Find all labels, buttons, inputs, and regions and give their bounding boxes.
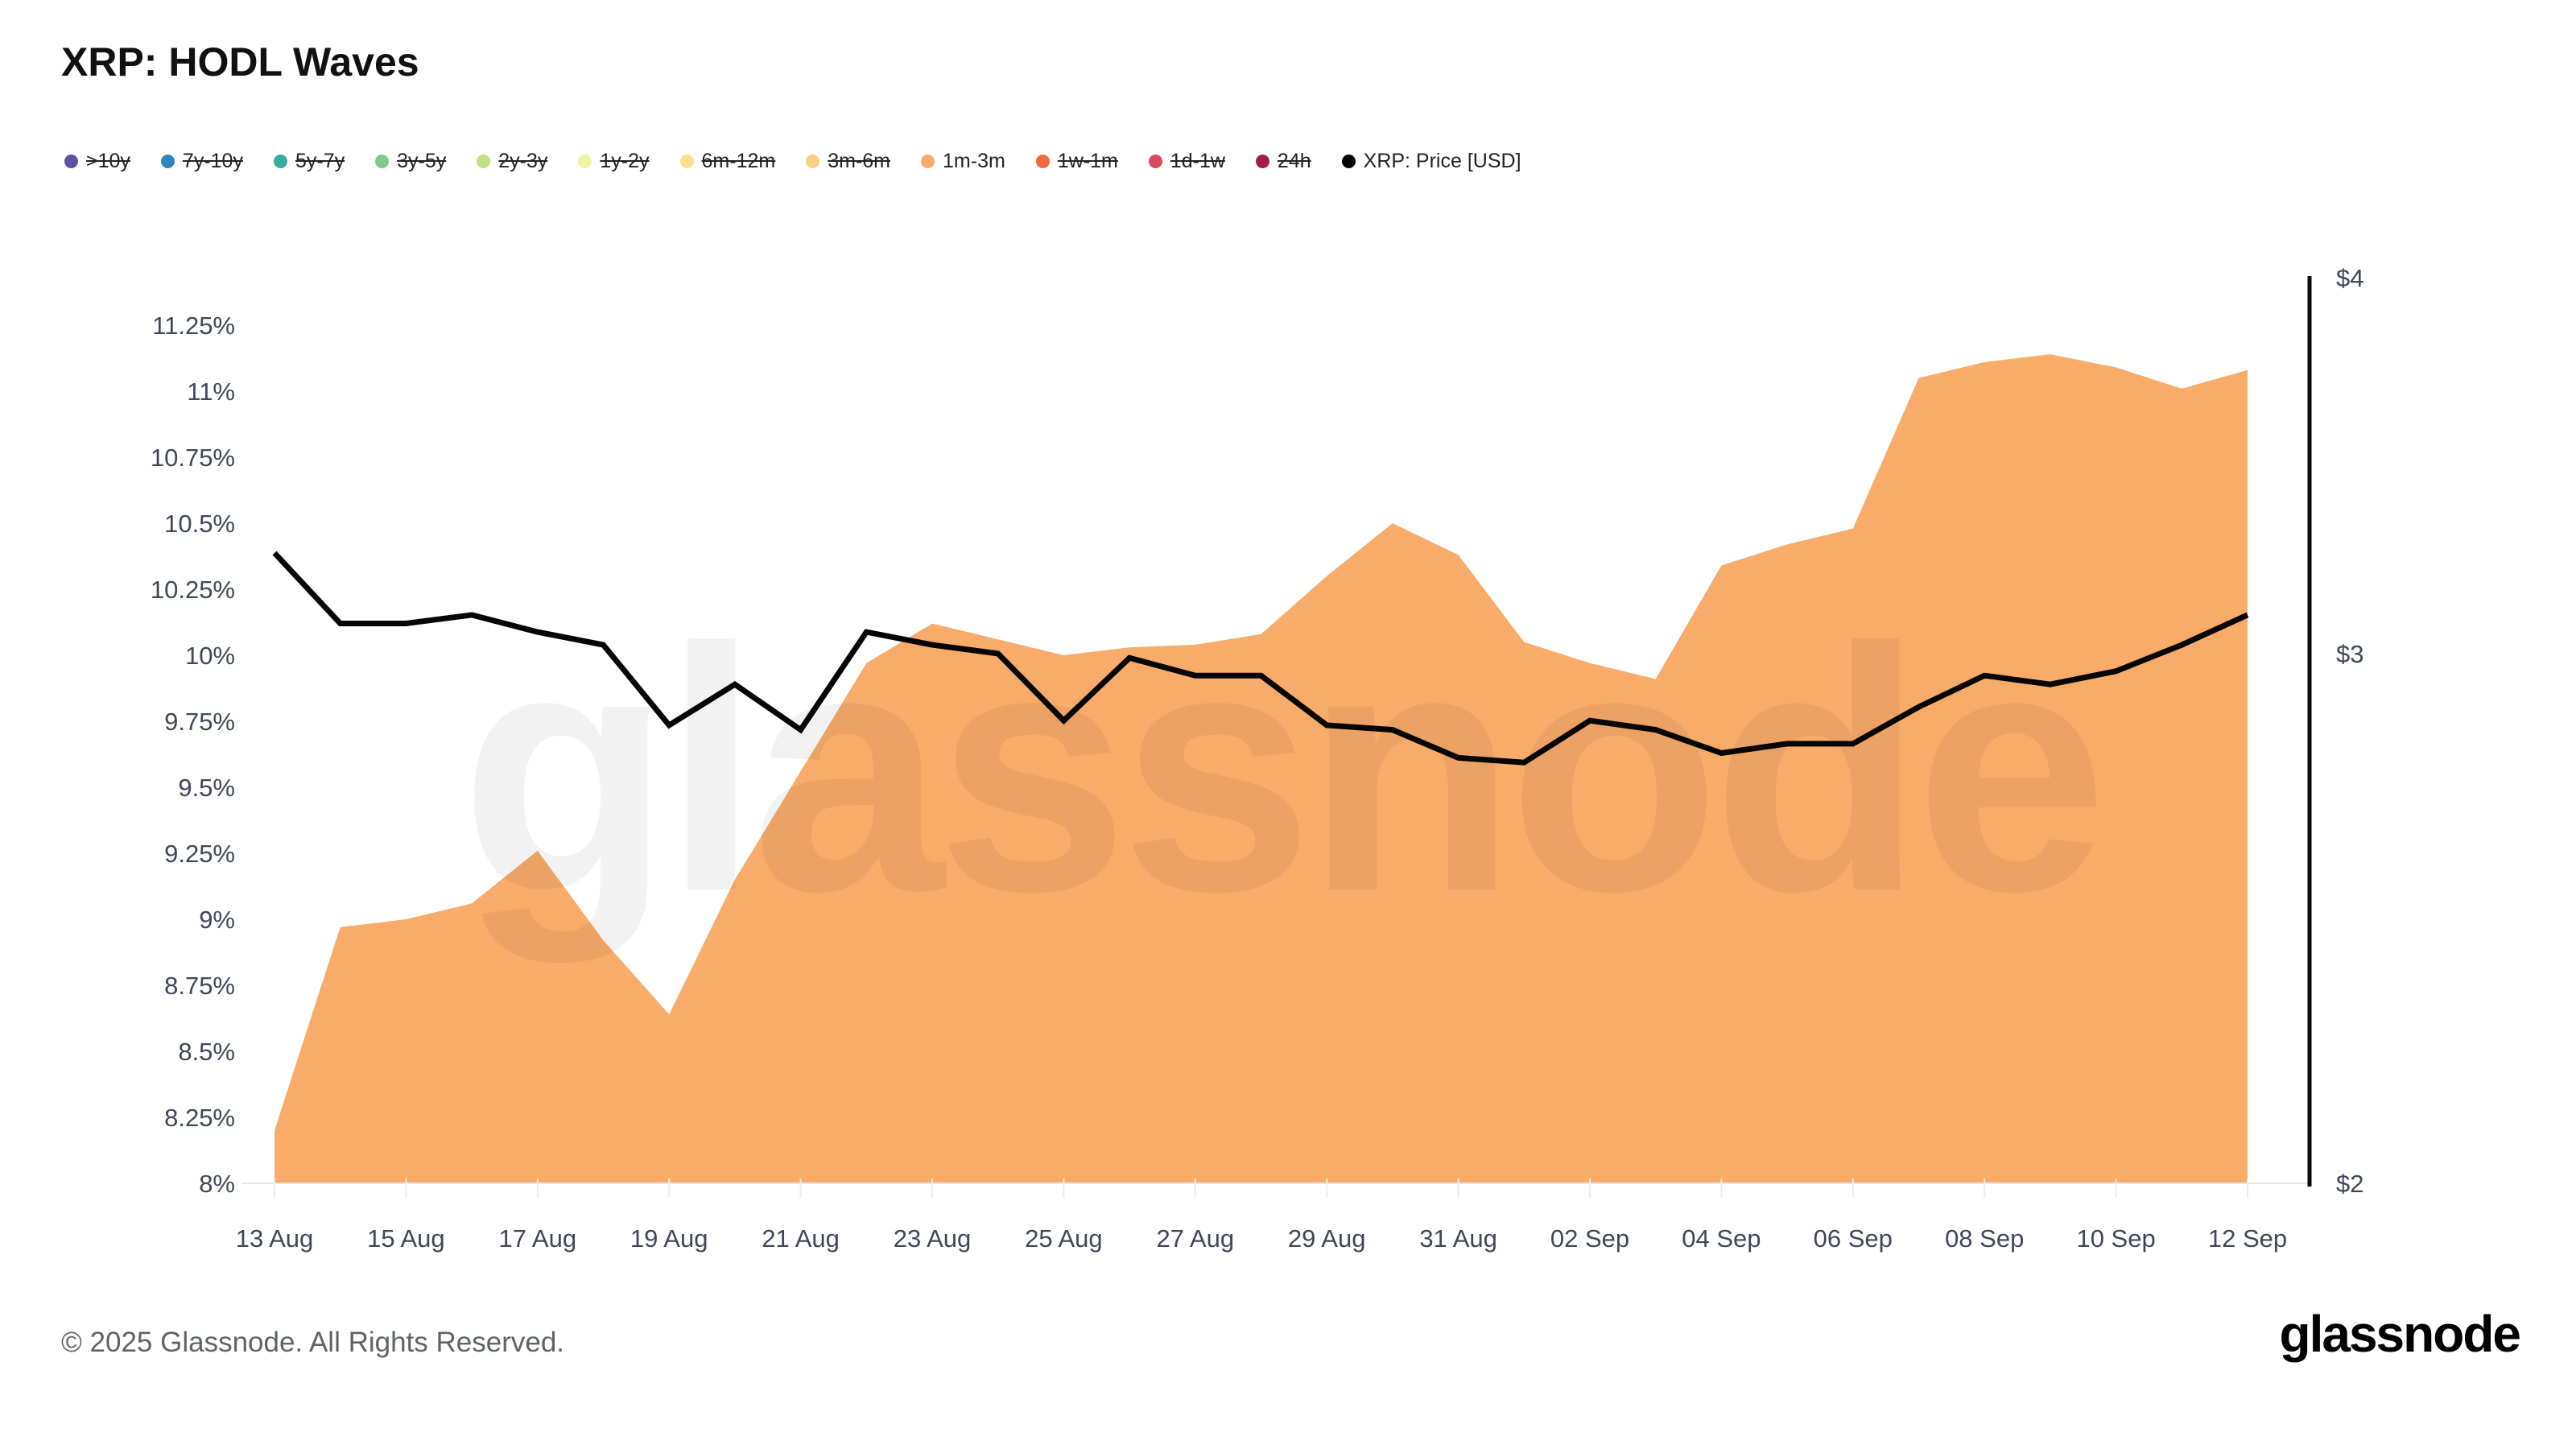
legend-dot-icon xyxy=(375,155,390,168)
x-tick-label: 02 Sep xyxy=(1550,1224,1629,1253)
legend-item-label: 6m-12m xyxy=(701,150,776,172)
legend-item--10y[interactable]: >10y xyxy=(64,150,130,173)
right-axis-tick-label: $3 xyxy=(2336,640,2363,668)
left-axis-tick-label: 9.75% xyxy=(164,708,235,736)
left-axis-tick-label: 10% xyxy=(185,642,235,670)
legend-item-label: 24h xyxy=(1277,150,1311,172)
legend-dot-icon xyxy=(1148,155,1162,168)
left-axis-tick-label: 9.5% xyxy=(178,774,235,802)
price-line-series xyxy=(272,551,2249,766)
legend-item-label: 7y-10y xyxy=(182,150,243,172)
x-tick-label: 29 Aug xyxy=(1288,1224,1366,1253)
left-axis-tick-label: 8.25% xyxy=(164,1104,235,1132)
legend-item-5y-7y[interactable]: 5y-7y xyxy=(273,150,345,173)
x-tick-label: 31 Aug xyxy=(1419,1224,1497,1253)
left-axis-tick-label: 9% xyxy=(199,906,235,934)
left-axis-tick-label: 8.75% xyxy=(164,972,235,1000)
legend-dot-icon xyxy=(273,155,287,168)
legend-dot-icon xyxy=(679,155,694,168)
legend-item-24h[interactable]: 24h xyxy=(1255,150,1311,173)
legend-item-1y-2y[interactable]: 1y-2y xyxy=(578,150,650,173)
legend-item-1d-1w[interactable]: 1d-1w xyxy=(1148,150,1225,173)
left-axis-tick-label: 8.5% xyxy=(178,1038,235,1066)
legend-item-label: 2y-3y xyxy=(498,150,548,172)
area-series-1m-3m xyxy=(275,354,2248,1184)
legend-dot-icon xyxy=(806,155,820,168)
legend-item-label: XRP: Price [USD] xyxy=(1363,150,1521,172)
legend-item-label: 1y-2y xyxy=(600,150,650,172)
x-tick-label: 06 Sep xyxy=(1814,1224,1893,1253)
legend-item-6m-12m[interactable]: 6m-12m xyxy=(679,150,776,173)
left-axis-tick-label: 10.75% xyxy=(151,444,235,472)
legend-dot-icon xyxy=(1341,155,1356,168)
legend-item-3y-5y[interactable]: 3y-5y xyxy=(375,150,446,173)
x-tick-label: 17 Aug xyxy=(499,1224,577,1253)
x-tick-label: 21 Aug xyxy=(762,1224,840,1253)
page-title: XRP: HODL Waves xyxy=(61,39,419,85)
left-axis-tick-label: 11% xyxy=(187,378,235,406)
right-axis-tick-label: $2 xyxy=(2336,1170,2363,1198)
legend-dot-icon xyxy=(578,155,592,168)
legend: >10y 7y-10y 5y-7y 3y-5y 2y-3y 1y-2y 6m-12m 3m-6… xyxy=(64,150,1521,173)
legend-dot-icon xyxy=(1255,155,1269,168)
legend-item-label: 3m-6m xyxy=(828,150,891,172)
x-tick-label: 27 Aug xyxy=(1157,1224,1235,1253)
legend-item-7y-10y[interactable]: 7y-10y xyxy=(160,150,243,173)
copyright-text: © 2025 Glassnode. All Rights Reserved. xyxy=(61,1327,565,1358)
x-tick-label: 13 Aug xyxy=(236,1224,314,1253)
left-axis-tick-label: 8% xyxy=(199,1170,235,1198)
legend-item-xrp-price-usd-[interactable]: XRP: Price [USD] xyxy=(1341,150,1521,173)
legend-item-label: 1m-3m xyxy=(943,150,1005,172)
legend-dot-icon xyxy=(477,155,491,168)
legend-item-1m-3m[interactable]: 1m-3m xyxy=(921,150,1005,173)
x-tick-label: 12 Sep xyxy=(2208,1224,2287,1253)
legend-dot-icon xyxy=(64,155,78,168)
left-axis-tick-label: 10.5% xyxy=(164,510,235,538)
left-axis-tick-label: 11.25% xyxy=(152,312,235,340)
legend-item-label: 3y-5y xyxy=(397,150,447,172)
x-tick-label: 19 Aug xyxy=(630,1224,708,1253)
x-tick-label: 10 Sep xyxy=(2076,1224,2155,1253)
legend-item-label: 1w-1m xyxy=(1057,150,1118,172)
x-tick-label: 23 Aug xyxy=(894,1224,972,1253)
watermark: glassnode xyxy=(460,577,2100,965)
legend-item-2y-3y[interactable]: 2y-3y xyxy=(477,150,547,173)
left-axis-tick-label: 9.25% xyxy=(164,840,235,868)
x-tick-label: 25 Aug xyxy=(1025,1224,1103,1253)
legend-dot-icon xyxy=(1035,155,1050,168)
legend-item-label: 1d-1w xyxy=(1170,150,1225,172)
left-axis-tick-label: 10.25% xyxy=(151,576,235,604)
x-tick-label: 15 Aug xyxy=(367,1224,445,1253)
legend-item-3m-6m[interactable]: 3m-6m xyxy=(806,150,890,173)
x-tick-label: 08 Sep xyxy=(1945,1224,2024,1253)
legend-item-label: 5y-7y xyxy=(295,150,345,172)
x-tick-label: 04 Sep xyxy=(1682,1224,1761,1253)
legend-dot-icon xyxy=(921,155,935,168)
legend-dot-icon xyxy=(160,155,175,168)
legend-item-1w-1m[interactable]: 1w-1m xyxy=(1035,150,1118,173)
legend-item-label: >10y xyxy=(86,150,130,172)
glassnode-logo: glassnode xyxy=(2279,1305,2521,1363)
right-axis-tick-label: $4 xyxy=(2336,264,2363,292)
